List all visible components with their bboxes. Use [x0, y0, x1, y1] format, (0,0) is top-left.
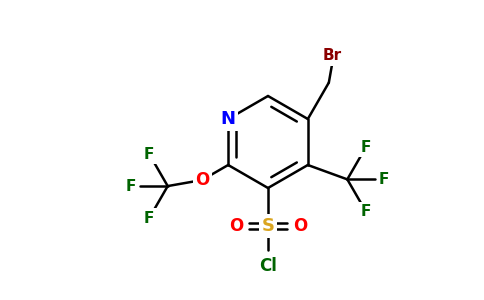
Text: F: F — [144, 146, 154, 161]
Text: Cl: Cl — [259, 257, 277, 275]
Text: Br: Br — [322, 48, 342, 63]
Text: F: F — [361, 204, 371, 219]
Text: F: F — [125, 178, 136, 194]
Text: O: O — [195, 171, 209, 189]
Text: N: N — [221, 110, 236, 128]
Text: S: S — [261, 217, 274, 235]
Text: O: O — [229, 217, 243, 235]
Text: F: F — [144, 211, 154, 226]
Text: O: O — [293, 217, 307, 235]
Text: F: F — [379, 172, 390, 187]
Text: F: F — [361, 140, 371, 155]
